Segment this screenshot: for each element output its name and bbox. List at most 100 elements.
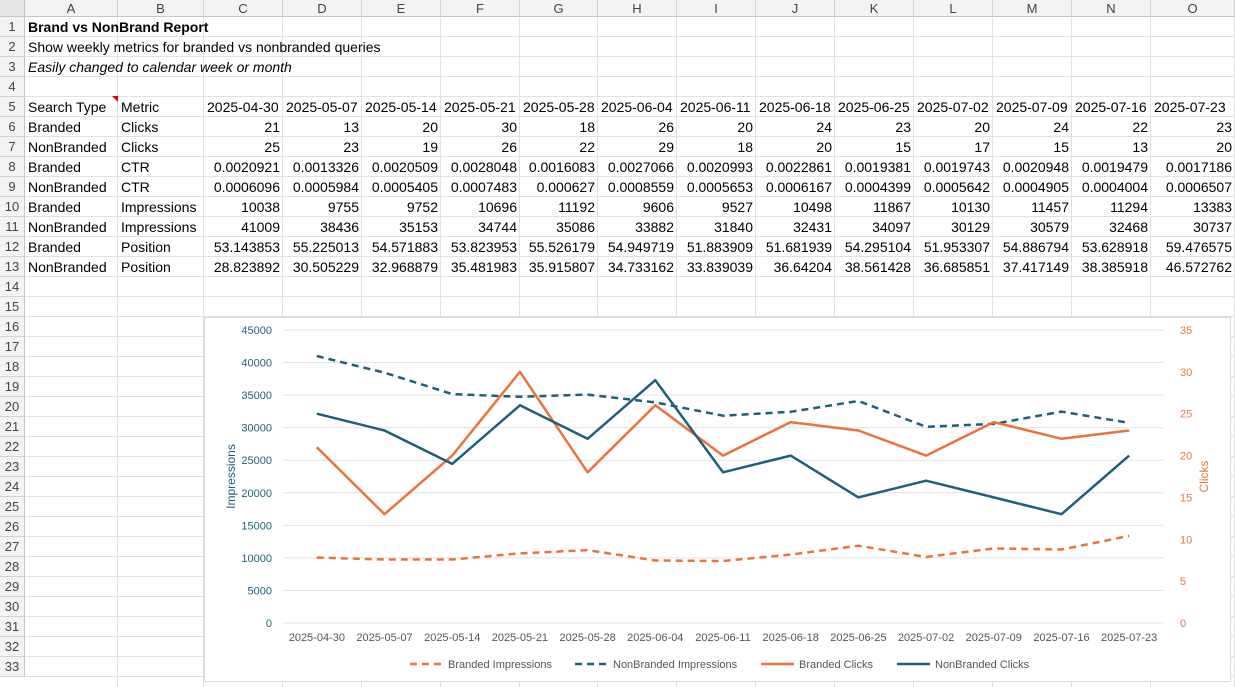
cell-f13[interactable]: 35.481983 — [450, 259, 517, 275]
cell-e7[interactable]: 19 — [422, 139, 438, 155]
cell-f5[interactable]: 2025-05-21 — [444, 99, 516, 115]
cell-i12[interactable]: 51.883909 — [686, 239, 753, 255]
cell-i10[interactable]: 9527 — [721, 199, 753, 215]
column-header-o[interactable]: O — [1151, 0, 1235, 17]
cell-n8[interactable]: 0.0019479 — [1081, 159, 1148, 175]
cell-c12[interactable]: 53.143853 — [213, 239, 280, 255]
cell-o7[interactable]: 20 — [1216, 139, 1232, 155]
cell-a9[interactable]: NonBranded — [28, 179, 107, 195]
cell-g9[interactable]: 0.000627 — [536, 179, 595, 195]
cell-i8[interactable]: 0.0020993 — [686, 159, 753, 175]
cell-k10[interactable]: 11867 — [873, 199, 911, 215]
cell-f9[interactable]: 0.0007483 — [450, 179, 517, 195]
cell-c10[interactable]: 10038 — [241, 199, 280, 215]
cell-c11[interactable]: 41009 — [241, 219, 280, 235]
column-header-l[interactable]: L — [914, 0, 993, 17]
cell-b6[interactable]: Clicks — [121, 119, 159, 135]
row-header-21[interactable]: 21 — [0, 417, 25, 437]
cell-o13[interactable]: 46.572762 — [1165, 259, 1232, 275]
cell-c13[interactable]: 28.823892 — [213, 259, 280, 275]
cell-n7[interactable]: 13 — [1132, 139, 1148, 155]
cell-e6[interactable]: 20 — [422, 119, 438, 135]
column-header-a[interactable]: A — [25, 0, 118, 17]
row-header-29[interactable]: 29 — [0, 577, 25, 597]
cell-l11[interactable]: 30129 — [951, 219, 990, 235]
cell-e10[interactable]: 9752 — [406, 199, 438, 215]
cell-j10[interactable]: 10498 — [793, 199, 832, 215]
row-header-4[interactable]: 4 — [0, 77, 25, 97]
cell-a5[interactable]: Search Type — [28, 99, 107, 115]
cell-a6[interactable]: Branded — [28, 119, 81, 135]
cell-j6[interactable]: 24 — [816, 119, 832, 135]
cell-j11[interactable]: 32431 — [793, 219, 832, 235]
row-header-15[interactable]: 15 — [0, 297, 25, 317]
cell-i13[interactable]: 33.839039 — [686, 259, 753, 275]
row-header-20[interactable]: 20 — [0, 397, 25, 417]
cell-o11[interactable]: 30737 — [1193, 219, 1232, 235]
cell-j7[interactable]: 20 — [816, 139, 832, 155]
cell-h9[interactable]: 0.0008559 — [607, 179, 674, 195]
column-header-e[interactable]: E — [362, 0, 441, 17]
cell-n11[interactable]: 32468 — [1109, 219, 1148, 235]
cell-l13[interactable]: 36.685851 — [923, 259, 990, 275]
cell-o5[interactable]: 2025-07-23 — [1154, 99, 1226, 115]
column-header-g[interactable]: G — [520, 0, 598, 17]
cell-l12[interactable]: 51.953307 — [923, 239, 990, 255]
cell-m6[interactable]: 24 — [1053, 119, 1069, 135]
column-header-n[interactable]: N — [1072, 0, 1151, 17]
row-header-7[interactable]: 7 — [0, 137, 25, 157]
cell-c9[interactable]: 0.0006096 — [213, 179, 280, 195]
cell-b11[interactable]: Impressions — [121, 219, 197, 235]
column-header-h[interactable]: H — [598, 0, 677, 17]
cell-a7[interactable]: NonBranded — [28, 139, 107, 155]
cell-m9[interactable]: 0.0004905 — [1002, 179, 1069, 195]
cell-f8[interactable]: 0.0028048 — [450, 159, 517, 175]
row-header-14[interactable]: 14 — [0, 277, 25, 297]
cell-k7[interactable]: 15 — [895, 139, 911, 155]
row-header-8[interactable]: 8 — [0, 157, 25, 177]
cell-g7[interactable]: 22 — [579, 139, 595, 155]
cell-o10[interactable]: 13383 — [1193, 199, 1232, 215]
row-header-32[interactable]: 32 — [0, 637, 25, 657]
cell-i7[interactable]: 18 — [737, 139, 753, 155]
cell-n10[interactable]: 11294 — [1110, 199, 1148, 215]
cell-l10[interactable]: 10130 — [951, 199, 990, 215]
cell-b12[interactable]: Position — [121, 239, 171, 255]
cell-k6[interactable]: 23 — [895, 119, 911, 135]
cell-m10[interactable]: 11457 — [1031, 199, 1069, 215]
row-header-24[interactable]: 24 — [0, 477, 25, 497]
cell-h10[interactable]: 9606 — [642, 199, 674, 215]
row-header-5[interactable]: 5 — [0, 97, 25, 117]
cell-n12[interactable]: 53.628918 — [1081, 239, 1148, 255]
select-all-corner[interactable] — [0, 0, 25, 17]
row-header-23[interactable]: 23 — [0, 457, 25, 477]
cell-o8[interactable]: 0.0017186 — [1165, 159, 1232, 175]
cell-e9[interactable]: 0.0005405 — [371, 179, 438, 195]
cell-g10[interactable]: 11192 — [558, 199, 595, 215]
cell-g5[interactable]: 2025-05-28 — [523, 99, 595, 115]
cell-g11[interactable]: 35086 — [556, 219, 595, 235]
row-header-17[interactable]: 17 — [0, 337, 25, 357]
cell-l5[interactable]: 2025-07-02 — [917, 99, 989, 115]
report-title[interactable]: Brand vs NonBrand Report — [28, 19, 209, 35]
column-header-k[interactable]: K — [835, 0, 914, 17]
column-header-b[interactable]: B — [118, 0, 204, 17]
cell-k9[interactable]: 0.0004399 — [844, 179, 911, 195]
cell-b9[interactable]: CTR — [121, 179, 150, 195]
cell-m5[interactable]: 2025-07-09 — [996, 99, 1068, 115]
cell-i9[interactable]: 0.0005653 — [686, 179, 753, 195]
cell-e11[interactable]: 35153 — [399, 219, 438, 235]
cell-j13[interactable]: 36.64204 — [773, 259, 832, 275]
cell-k5[interactable]: 2025-06-25 — [838, 99, 910, 115]
cell-e5[interactable]: 2025-05-14 — [365, 99, 437, 115]
cell-g6[interactable]: 18 — [579, 119, 595, 135]
row-header-30[interactable]: 30 — [0, 597, 25, 617]
cell-g13[interactable]: 35.915807 — [528, 259, 595, 275]
row-header-16[interactable]: 16 — [0, 317, 25, 337]
cell-j5[interactable]: 2025-06-18 — [759, 99, 831, 115]
row-header-28[interactable]: 28 — [0, 557, 25, 577]
row-header-33[interactable]: 33 — [0, 657, 25, 677]
cell-j8[interactable]: 0.0022861 — [765, 159, 832, 175]
column-header-i[interactable]: I — [677, 0, 756, 17]
